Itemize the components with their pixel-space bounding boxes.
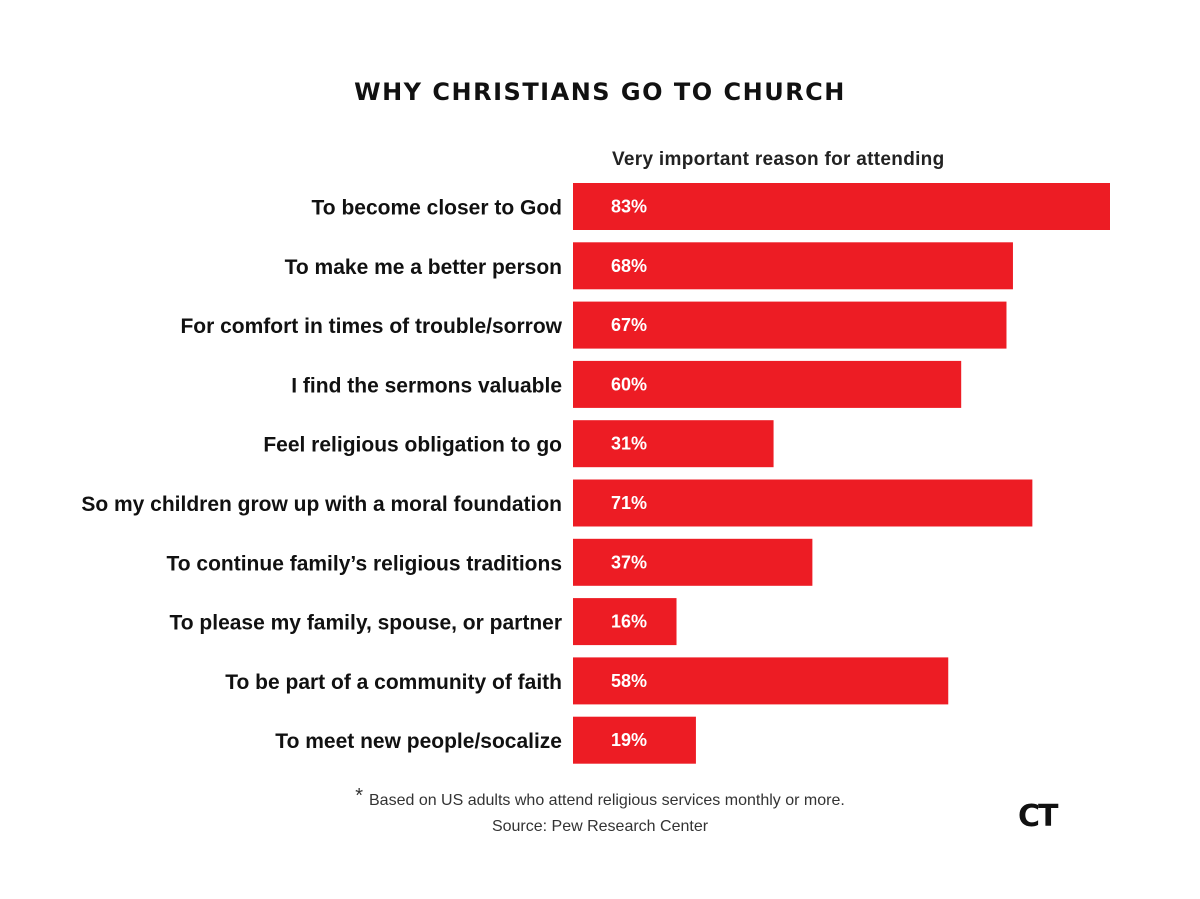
category-label-8: To please my family, spouse, or partner — [169, 612, 562, 635]
value-label-4: 60% — [611, 374, 647, 394]
bar-8 — [573, 598, 677, 646]
value-label-9: 58% — [611, 671, 647, 691]
category-label-4: I find the sermons valuable — [291, 374, 562, 397]
value-label-10: 19% — [611, 730, 647, 750]
bar-6 — [573, 479, 1033, 527]
bar-1 — [573, 183, 1110, 230]
chart-title: WHY CHRISTIANS GO TO CHURCH — [354, 78, 846, 106]
value-label-6: 71% — [611, 493, 647, 513]
category-label-6: So my children grow up with a moral foun… — [81, 493, 562, 516]
bar-10 — [573, 716, 696, 764]
footnote-text: Based on US adults who attend religious … — [369, 792, 845, 809]
bar-3 — [573, 301, 1007, 349]
bar-9 — [573, 657, 949, 705]
category-label-7: To continue family’s religious tradition… — [166, 552, 562, 575]
source-note: Source: Pew Research Center — [491, 818, 709, 835]
value-label-8: 16% — [611, 612, 647, 632]
value-label-2: 68% — [611, 256, 647, 276]
category-label-10: To meet new people/socalize — [275, 730, 562, 753]
bar-7 — [573, 538, 813, 586]
bar-2 — [573, 242, 1013, 290]
category-label-3: For comfort in times of trouble/sorrow — [180, 315, 562, 338]
bar-5 — [573, 420, 774, 468]
chart-subtitle: Very important reason for attending — [612, 149, 945, 170]
value-label-3: 67% — [611, 315, 647, 335]
value-label-7: 37% — [611, 552, 647, 572]
footnote: * Based on US adults who attend religious… — [0, 785, 1200, 811]
category-label-2: To make me a better person — [285, 256, 562, 279]
category-label-9: To be part of a community of faith — [225, 671, 562, 694]
value-label-1: 83% — [611, 197, 647, 217]
category-label-5: Feel religious obligation to go — [263, 434, 562, 457]
bar-4 — [573, 360, 962, 408]
category-label-1: To become closer to God — [312, 197, 562, 220]
ct-logo: CT — [1018, 799, 1059, 834]
footnote-marker: * — [355, 785, 363, 807]
value-label-5: 31% — [611, 434, 647, 454]
